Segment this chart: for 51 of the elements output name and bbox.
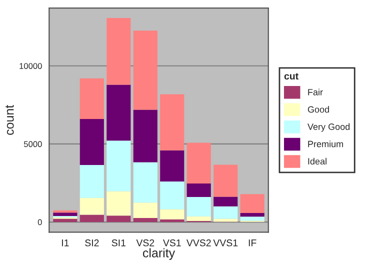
x-tick-label: SI2 <box>85 239 99 246</box>
bar <box>240 194 264 213</box>
x-tick-label: SI1 <box>112 239 126 246</box>
bar <box>186 216 211 221</box>
y-tick-label: 5000 <box>24 141 42 148</box>
bar <box>214 206 238 219</box>
bar <box>160 94 184 150</box>
legend-label: Fair <box>308 88 323 96</box>
bar <box>160 181 184 210</box>
bar <box>80 198 104 215</box>
x-axis-title: clarity <box>142 248 176 260</box>
bar <box>160 209 184 220</box>
bar <box>80 165 104 198</box>
bar <box>80 118 104 166</box>
bar <box>214 196 238 206</box>
bar <box>186 197 211 216</box>
x-tick-label: VVS2 <box>186 239 211 246</box>
bar <box>186 142 211 184</box>
bar <box>133 110 158 162</box>
bar <box>53 218 78 222</box>
bar <box>186 183 211 198</box>
bar <box>160 219 184 222</box>
bar <box>240 216 264 221</box>
bar <box>106 18 131 85</box>
bar <box>53 212 78 216</box>
bar <box>106 140 131 192</box>
y-axis-title: count <box>6 104 14 135</box>
bar <box>160 150 184 182</box>
bar <box>106 191 131 216</box>
bar <box>106 84 131 141</box>
x-tick-label: VS1 <box>162 239 181 246</box>
bar <box>133 218 158 222</box>
legend-label: Premium <box>308 140 343 148</box>
bar <box>106 216 131 222</box>
legend-label: Good <box>308 106 329 113</box>
bar <box>133 202 158 218</box>
bar <box>80 214 104 222</box>
legend-label: Very Good <box>307 123 350 132</box>
legend-title: cut <box>284 73 298 80</box>
bar <box>133 30 158 110</box>
bar <box>133 162 158 203</box>
x-tick-label: VS2 <box>136 239 154 246</box>
bar <box>240 212 264 217</box>
x-tick-label: IF <box>248 240 256 246</box>
y-tick-label: 10000 <box>20 63 42 69</box>
bar <box>80 78 104 119</box>
legend-label: Ideal <box>308 158 326 165</box>
x-tick-label: VVS1 <box>213 239 238 246</box>
y-tick-label: 0 <box>38 219 42 226</box>
x-tick-label: I1 <box>62 240 69 246</box>
bar <box>214 164 238 197</box>
